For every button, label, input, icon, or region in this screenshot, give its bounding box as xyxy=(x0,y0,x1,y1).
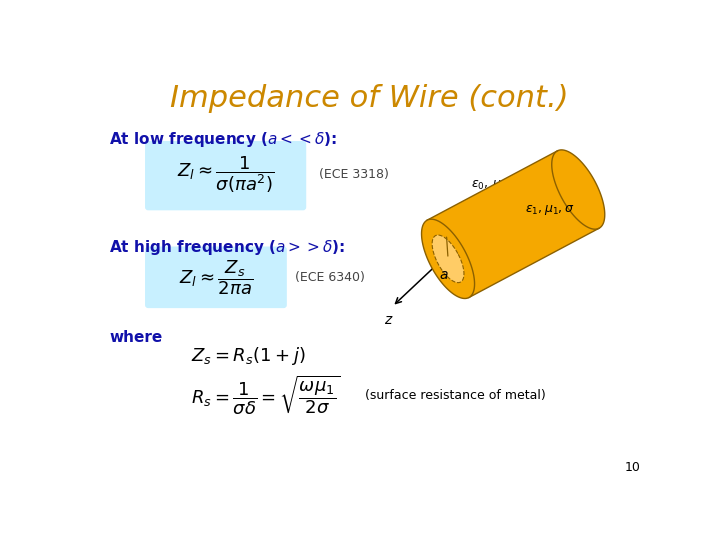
Text: $\varepsilon_1, \mu_1, \sigma$: $\varepsilon_1, \mu_1, \sigma$ xyxy=(525,204,575,217)
Polygon shape xyxy=(421,219,474,299)
Text: $Z_s = R_s\left(1 + j\right)$: $Z_s = R_s\left(1 + j\right)$ xyxy=(191,345,305,367)
Text: $Z_l \approx \dfrac{Z_s}{2\pi a}$: $Z_l \approx \dfrac{Z_s}{2\pi a}$ xyxy=(179,258,253,296)
Text: At low frequency ($a << \delta$):: At low frequency ($a << \delta$): xyxy=(109,130,337,149)
Text: $a$: $a$ xyxy=(439,268,449,282)
FancyBboxPatch shape xyxy=(145,141,306,211)
Text: $R_s = \dfrac{1}{\sigma\delta} = \sqrt{\dfrac{\omega\mu_1}{2\sigma}}$: $R_s = \dfrac{1}{\sigma\delta} = \sqrt{\… xyxy=(191,374,341,417)
Text: $z$: $z$ xyxy=(384,313,393,327)
Polygon shape xyxy=(552,150,605,229)
Text: where: where xyxy=(109,330,163,346)
Polygon shape xyxy=(427,151,599,298)
Polygon shape xyxy=(432,235,464,282)
Text: (surface resistance of metal): (surface resistance of metal) xyxy=(365,389,546,402)
Text: Impedance of Wire (cont.): Impedance of Wire (cont.) xyxy=(170,84,568,113)
Text: (ECE 6340): (ECE 6340) xyxy=(295,271,365,284)
Text: $Z_l \approx \dfrac{1}{\sigma\left(\pi a^2\right)}$: $Z_l \approx \dfrac{1}{\sigma\left(\pi a… xyxy=(177,154,274,195)
Text: $\varepsilon_0, \, \mu_0$: $\varepsilon_0, \, \mu_0$ xyxy=(472,178,508,192)
Text: 10: 10 xyxy=(624,462,640,475)
Text: (ECE 3318): (ECE 3318) xyxy=(319,168,389,181)
FancyBboxPatch shape xyxy=(145,247,287,308)
Text: At high frequency ($a >> \delta$):: At high frequency ($a >> \delta$): xyxy=(109,238,346,257)
